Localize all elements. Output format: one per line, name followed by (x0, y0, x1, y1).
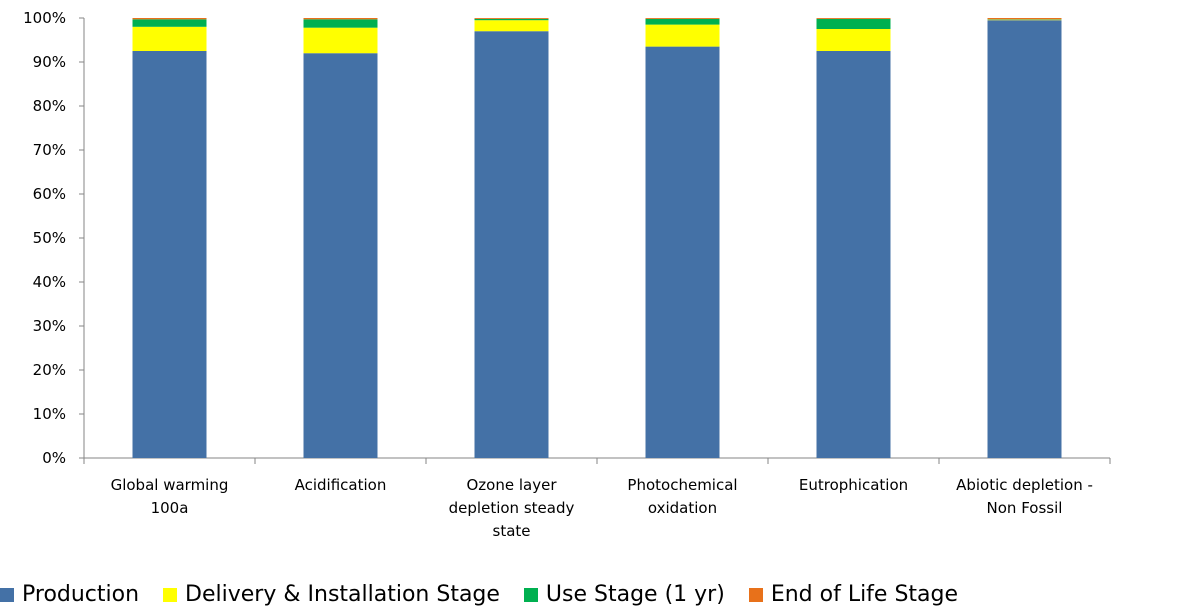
bar-segment-end-of-life-stage (474, 18, 549, 19)
bar-segment-end-of-life-stage (816, 18, 891, 19)
legend-swatch (523, 587, 538, 602)
y-tick-label: 100% (23, 9, 66, 27)
x-tick-label: Acidification (295, 476, 387, 494)
y-tick-label: 20% (33, 361, 66, 379)
legend-item: Use Stage (1 yr) (523, 582, 725, 607)
bar-segment-use-stage-1-yr- (474, 18, 549, 21)
bar-segment-production (132, 51, 207, 458)
bar-segment-production (474, 31, 549, 458)
legend-label: Production (22, 582, 140, 607)
y-tick-label: 10% (33, 405, 66, 423)
bar-segment-delivery-installation-stage (645, 24, 720, 47)
legend-label: Use Stage (1 yr) (545, 582, 725, 607)
bar-segment-delivery-installation-stage (474, 20, 549, 32)
chart-axes (79, 17, 1111, 464)
y-tick-label: 30% (33, 317, 66, 335)
bar-segment-use-stage-1-yr- (645, 18, 720, 25)
bar-segment-end-of-life-stage (645, 18, 720, 19)
bar-segment-delivery-installation-stage (132, 26, 207, 51)
y-tick-label: 80% (33, 97, 66, 115)
bar-segment-use-stage-1-yr- (132, 19, 207, 27)
bar-segment-production (816, 51, 891, 458)
chart-bars (132, 18, 1062, 458)
bar-segment-delivery-installation-stage (303, 27, 378, 54)
bar-segment-use-stage-1-yr- (816, 18, 891, 29)
bar-segment-production (303, 53, 378, 458)
legend-swatch (0, 587, 14, 602)
bar-segment-delivery-installation-stage (816, 29, 891, 51)
x-tick-label: Ozone layer depletion steady state (449, 476, 575, 540)
y-tick-label: 60% (33, 185, 66, 203)
legend-item: Delivery & Installation Stage (163, 582, 500, 607)
stacked-bar-chart: 0% 10% 20% 30% 40% 50% 60% 70% 80% 90% 100% Global … (23, 9, 1111, 540)
x-tick-label: Global warming 100a (111, 476, 229, 517)
chart-labels: 0% 10% 20% 30% 40% 50% 60% 70% 80% 90% 100% Global … (23, 9, 1093, 540)
legend-label: Delivery & Installation Stage (185, 582, 500, 607)
chart-legend: Production Delivery & Installation Stage U… (0, 578, 1194, 611)
bar-segment-production (987, 20, 1062, 458)
bar-segment-production (645, 46, 720, 458)
y-tick-label: 50% (33, 229, 66, 247)
legend-label: End of Life Stage (770, 582, 959, 607)
y-tick-label: 90% (33, 53, 66, 71)
legend-swatch (163, 587, 178, 602)
x-tick-label: Eutrophication (799, 476, 908, 494)
legend-swatch (748, 587, 763, 602)
bar-segment-end-of-life-stage (132, 18, 207, 20)
bar-segment-end-of-life-stage (987, 18, 1062, 20)
y-tick-label: 0% (42, 449, 66, 467)
bar-segment-end-of-life-stage (303, 18, 378, 20)
y-tick-label: 40% (33, 273, 66, 291)
legend-item: End of Life Stage (748, 582, 959, 607)
x-tick-label: Abiotic depletion -Non Fossil (956, 476, 1093, 517)
y-tick-label: 70% (33, 141, 66, 159)
bar-segment-use-stage-1-yr- (303, 19, 378, 28)
x-tick-label: Photochemical oxidation (627, 476, 737, 517)
legend-item: Production (0, 582, 139, 607)
